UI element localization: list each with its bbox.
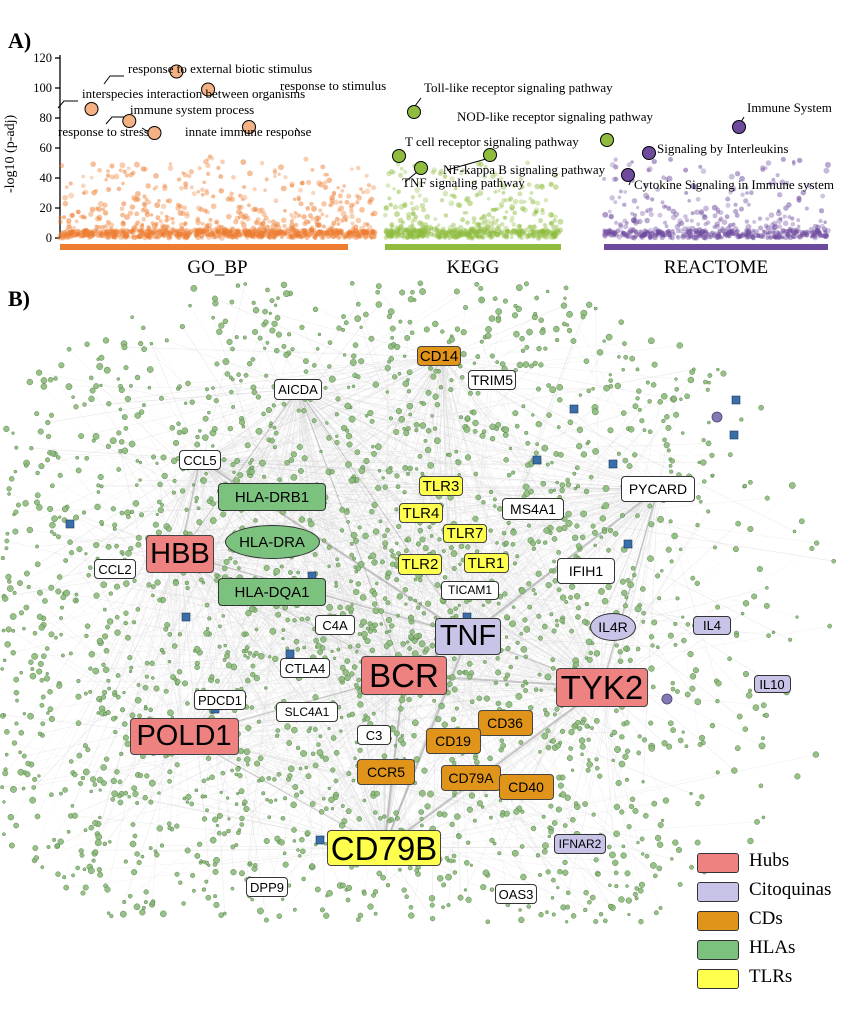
- svg-text:immune system process: immune system process: [130, 102, 254, 117]
- svg-text:-log10 (p-adj): -log10 (p-adj): [3, 115, 18, 193]
- svg-text:60: 60: [40, 141, 53, 155]
- svg-text:0: 0: [46, 231, 52, 245]
- svg-text:KEGG: KEGG: [447, 257, 500, 278]
- svg-text:GO_BP: GO_BP: [187, 257, 247, 278]
- svg-text:Immune System: Immune System: [747, 100, 832, 115]
- svg-text:40: 40: [40, 171, 53, 185]
- svg-text:80: 80: [40, 111, 53, 125]
- svg-text:response to stress: response to stress: [58, 124, 149, 139]
- svg-text:120: 120: [33, 51, 52, 65]
- svg-text:response to external biotic st: response to external biotic stimulus: [128, 61, 312, 76]
- svg-text:100: 100: [33, 81, 52, 95]
- svg-text:interspecies interaction betwe: interspecies interaction between organis…: [82, 86, 305, 101]
- svg-text:Cytokine Signaling in Immune s: Cytokine Signaling in Immune system: [634, 177, 834, 192]
- svg-text:Toll-like receptor signaling p: Toll-like receptor signaling pathway: [424, 80, 613, 95]
- svg-text:T cell receptor signaling path: T cell receptor signaling pathway: [405, 134, 579, 149]
- svg-text:REACTOME: REACTOME: [664, 257, 768, 278]
- svg-text:innate immune response: innate immune response: [185, 124, 312, 139]
- svg-text:Signaling by Interleukins: Signaling by Interleukins: [657, 141, 788, 156]
- svg-text:20: 20: [40, 201, 53, 215]
- svg-text:TNF signaling pathway: TNF signaling pathway: [402, 175, 525, 190]
